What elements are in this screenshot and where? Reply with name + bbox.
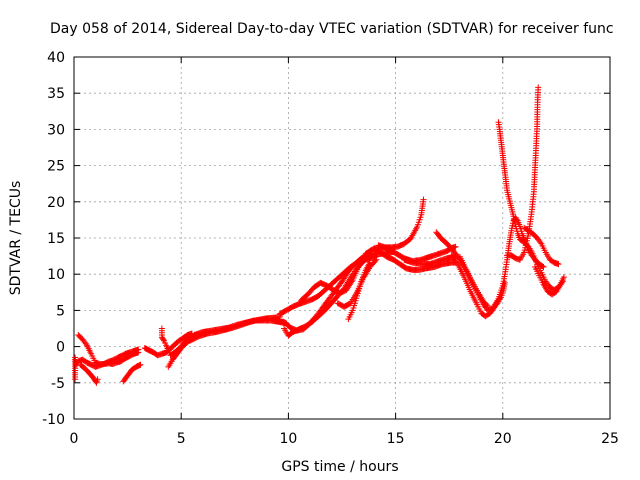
- data-point: [160, 336, 167, 343]
- y-tick-label: 5: [56, 303, 65, 319]
- data-point: [135, 346, 142, 353]
- x-axis-label: GPS time / hours: [281, 459, 398, 475]
- y-tick-label: 20: [47, 195, 65, 211]
- data-point: [373, 256, 380, 263]
- data-point: [560, 274, 567, 281]
- y-tick-label: -10: [42, 412, 65, 428]
- data-point: [483, 302, 490, 308]
- data-series: [72, 84, 567, 386]
- data-point: [348, 278, 355, 285]
- data-point: [94, 376, 101, 383]
- data-point: [366, 259, 373, 266]
- data-point: [366, 253, 373, 260]
- x-tick-label: 25: [601, 431, 619, 447]
- data-point: [366, 254, 372, 261]
- y-tick-label: -5: [51, 376, 65, 392]
- y-tick-label: 40: [47, 50, 65, 66]
- data-point: [165, 347, 172, 354]
- x-tick-label: 5: [177, 431, 186, 447]
- data-point: [452, 243, 459, 250]
- y-tick-label: 15: [47, 231, 65, 247]
- data-point: [137, 361, 144, 368]
- x-tick-label: 10: [279, 431, 297, 447]
- y-tick-label: 0: [56, 340, 65, 356]
- y-tick-label: 10: [47, 267, 65, 283]
- data-point: [420, 196, 427, 203]
- axis-ticks: [73, 56, 611, 420]
- y-tick-label: 25: [47, 159, 65, 175]
- data-point: [372, 257, 379, 264]
- x-tick-label: 20: [494, 431, 512, 447]
- y-axis-label: SDTVAR / TECUs: [8, 181, 24, 296]
- y-tick-label: 35: [47, 86, 65, 102]
- grid: [74, 57, 610, 419]
- data-point: [484, 303, 491, 310]
- data-point: [555, 261, 562, 268]
- x-tick-label: 0: [70, 431, 79, 447]
- x-tick-label: 15: [387, 431, 405, 447]
- chart-title: Day 058 of 2014, Sidereal Day-to-day VTE…: [50, 21, 614, 37]
- y-tick-label: 30: [47, 122, 65, 138]
- data-point: [535, 84, 542, 91]
- x-tick-labels: 0 5 10 15 20 25: [70, 431, 619, 447]
- data-point: [540, 264, 547, 270]
- y-tick-labels: -10 -5 0 5 10 15 20 25 30 35 40: [42, 50, 65, 428]
